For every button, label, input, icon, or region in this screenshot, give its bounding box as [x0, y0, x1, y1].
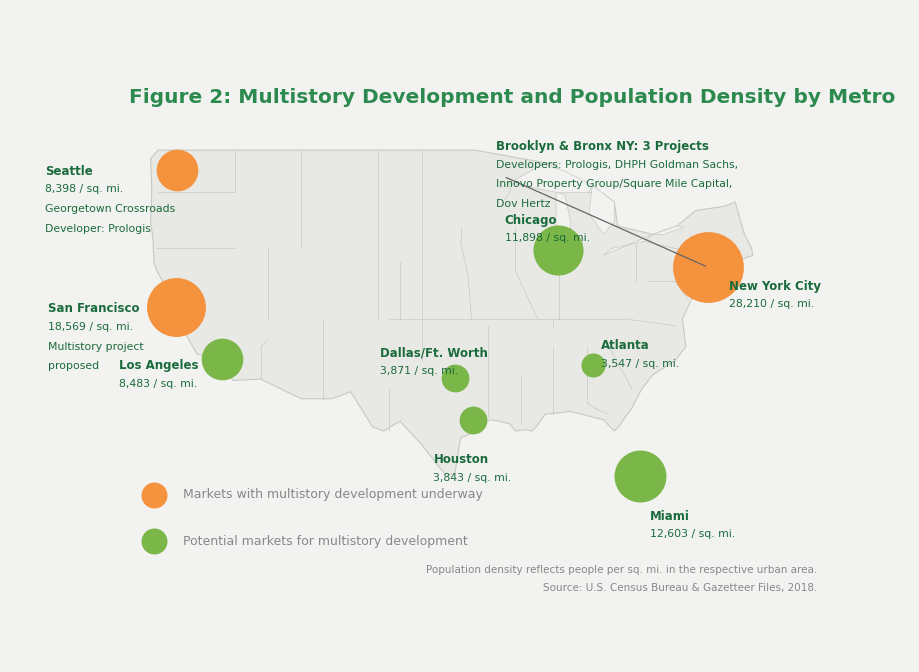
Text: Population density reflects people per sq. mi. in the respective urban area.: Population density reflects people per s… [425, 564, 816, 575]
Point [168, 302, 183, 312]
Text: Miami: Miami [650, 509, 689, 523]
Text: Dallas/Ft. Worth: Dallas/Ft. Worth [380, 347, 487, 360]
Point [169, 165, 184, 175]
Text: Developer: Prologis: Developer: Prologis [45, 224, 151, 234]
Polygon shape [555, 192, 570, 255]
Text: Source: U.S. Census Bureau & Gazetteer Files, 2018.: Source: U.S. Census Bureau & Gazetteer F… [542, 583, 816, 593]
Text: New York City: New York City [729, 280, 821, 292]
Text: Seattle: Seattle [45, 165, 93, 177]
Point [448, 372, 462, 383]
Text: San Francisco: San Francisco [48, 302, 139, 315]
Text: 28,210 / sq. mi.: 28,210 / sq. mi. [729, 299, 813, 309]
Text: proposed: proposed [48, 362, 98, 371]
Text: Georgetown Crossroads: Georgetown Crossroads [45, 204, 176, 214]
Text: Brooklyn & Bronx NY: 3 Projects: Brooklyn & Bronx NY: 3 Projects [496, 140, 709, 153]
Text: Innovo Property Group/Square Mile Capital,: Innovo Property Group/Square Mile Capita… [496, 179, 732, 190]
Polygon shape [588, 185, 614, 235]
Text: 12,603 / sq. mi.: 12,603 / sq. mi. [650, 530, 734, 539]
Point [585, 360, 600, 370]
Text: 3,547 / sq. mi.: 3,547 / sq. mi. [600, 359, 678, 369]
Text: Multistory project: Multistory project [48, 341, 143, 351]
Text: Atlanta: Atlanta [600, 339, 649, 352]
Text: Figure 2: Multistory Development and Population Density by Metro: Figure 2: Multistory Development and Pop… [129, 89, 895, 108]
Text: Markets with multistory development underway: Markets with multistory development unde… [183, 488, 482, 501]
Text: Developers: Prologis, DHPH Goldman Sachs,: Developers: Prologis, DHPH Goldman Sachs… [496, 160, 738, 170]
Text: 18,569 / sq. mi.: 18,569 / sq. mi. [48, 322, 132, 332]
Text: Dov Hertz: Dov Hertz [496, 199, 550, 209]
Polygon shape [151, 150, 752, 474]
Text: Potential markets for multistory development: Potential markets for multistory develop… [183, 535, 467, 548]
Text: 8,483 / sq. mi.: 8,483 / sq. mi. [119, 379, 197, 389]
Text: 11,898 / sq. mi.: 11,898 / sq. mi. [505, 233, 589, 243]
Point [631, 470, 646, 481]
Text: Chicago: Chicago [505, 214, 557, 226]
Text: 3,871 / sq. mi.: 3,871 / sq. mi. [380, 366, 458, 376]
Point [214, 354, 229, 365]
Text: Houston: Houston [433, 454, 488, 466]
Point [147, 536, 162, 546]
Text: 3,843 / sq. mi.: 3,843 / sq. mi. [433, 473, 511, 483]
Polygon shape [508, 164, 592, 192]
Polygon shape [652, 226, 683, 235]
Text: Los Angeles: Los Angeles [119, 360, 198, 372]
Point [147, 489, 162, 500]
Point [465, 415, 480, 425]
Point [699, 261, 714, 272]
Text: 8,398 / sq. mi.: 8,398 / sq. mi. [45, 184, 123, 194]
Point [550, 245, 565, 255]
Polygon shape [603, 235, 652, 255]
